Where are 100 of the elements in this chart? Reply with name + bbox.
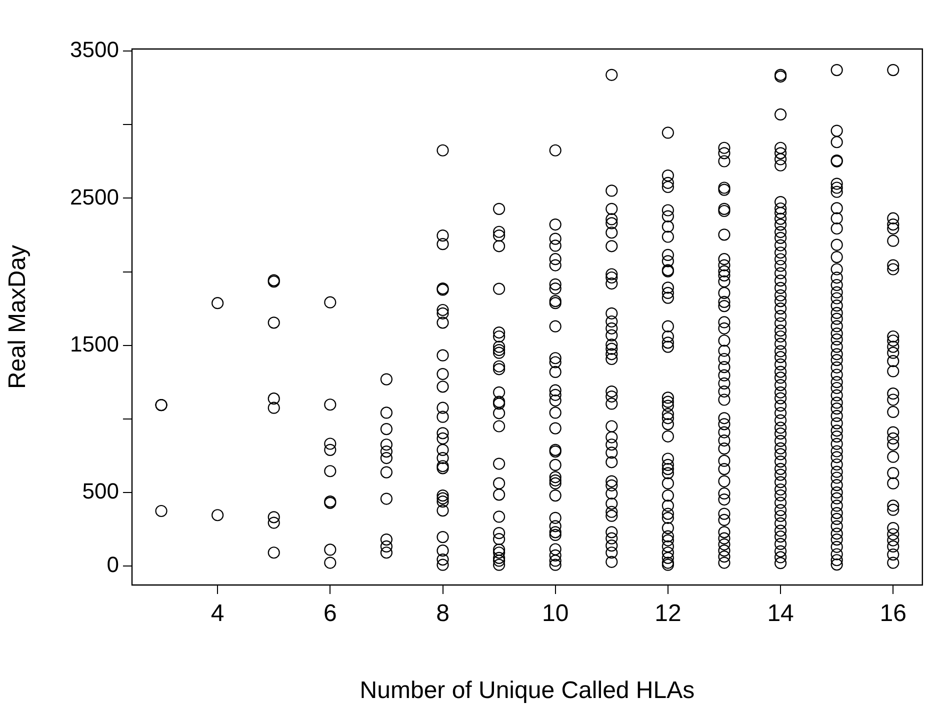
- point: [718, 544, 730, 557]
- point: [549, 253, 562, 266]
- point: [830, 376, 843, 388]
- point: [493, 360, 506, 372]
- point: [887, 259, 900, 272]
- point: [830, 424, 843, 437]
- point: [718, 316, 730, 328]
- point: [830, 528, 843, 540]
- point: [493, 344, 506, 356]
- point: [830, 202, 843, 214]
- point: [718, 296, 730, 308]
- point: [662, 340, 674, 353]
- point: [662, 546, 674, 559]
- point: [718, 526, 730, 538]
- point: [830, 368, 843, 381]
- point: [493, 488, 506, 501]
- point: [493, 527, 506, 540]
- point: [830, 286, 843, 298]
- point: [606, 68, 618, 81]
- point: [268, 402, 280, 414]
- point: [606, 268, 618, 280]
- point: [830, 348, 843, 360]
- point: [830, 306, 843, 320]
- x-tick-label: 16: [880, 600, 906, 628]
- point: [606, 338, 618, 351]
- point: [830, 222, 843, 235]
- point: [830, 445, 843, 458]
- point: [436, 316, 449, 329]
- point: [493, 544, 506, 556]
- point: [380, 466, 393, 478]
- point: [830, 300, 843, 312]
- point: [662, 452, 674, 465]
- point: [493, 558, 506, 571]
- point: [662, 552, 674, 564]
- point: [718, 275, 730, 288]
- y-tick-label: 3500: [70, 37, 119, 62]
- point: [436, 144, 449, 156]
- point: [830, 278, 843, 292]
- point: [718, 286, 730, 299]
- point: [718, 322, 730, 334]
- point: [493, 546, 506, 559]
- point: [662, 180, 674, 194]
- point: [436, 304, 449, 316]
- point: [606, 329, 618, 342]
- point: [549, 474, 562, 486]
- point: [830, 361, 843, 374]
- point: [549, 218, 562, 231]
- point: [606, 438, 618, 451]
- point: [662, 463, 674, 476]
- point: [662, 512, 674, 524]
- point: [887, 504, 900, 516]
- point: [887, 522, 900, 534]
- point: [324, 444, 336, 456]
- point: [606, 352, 618, 366]
- point: [662, 500, 674, 512]
- point: [606, 217, 618, 230]
- point: [324, 438, 336, 450]
- point: [662, 540, 674, 552]
- point: [830, 486, 843, 499]
- point: [830, 540, 843, 553]
- point: [606, 213, 618, 226]
- point: [830, 136, 843, 148]
- point: [887, 64, 900, 76]
- point: [830, 396, 843, 409]
- x-tick-label: 6: [323, 600, 337, 628]
- point: [830, 328, 843, 340]
- point: [887, 212, 900, 224]
- point: [606, 322, 618, 334]
- point: [662, 126, 674, 139]
- point: [718, 442, 730, 455]
- point: [436, 492, 449, 504]
- point: [830, 500, 843, 512]
- point: [887, 438, 900, 451]
- point: [549, 240, 562, 252]
- point: [606, 431, 618, 444]
- point: [662, 467, 674, 480]
- point: [662, 330, 674, 343]
- point: [380, 540, 393, 552]
- point: [268, 316, 280, 329]
- point: [549, 259, 562, 272]
- point: [436, 444, 449, 456]
- point: [662, 230, 674, 243]
- point: [493, 554, 506, 567]
- y-tick-label: 2500: [70, 184, 119, 210]
- point: [606, 342, 618, 355]
- point: [606, 385, 618, 398]
- point: [549, 554, 562, 567]
- point: [380, 546, 393, 559]
- point: [436, 558, 449, 571]
- point: [718, 538, 730, 550]
- point: [380, 446, 393, 458]
- point: [493, 510, 506, 523]
- point: [887, 540, 900, 552]
- y-axis-title: Real MaxDay: [4, 244, 32, 390]
- point: [380, 406, 393, 419]
- point: [549, 543, 562, 556]
- point: [830, 417, 843, 430]
- point: [718, 300, 730, 312]
- point: [436, 368, 449, 380]
- point: [606, 277, 618, 290]
